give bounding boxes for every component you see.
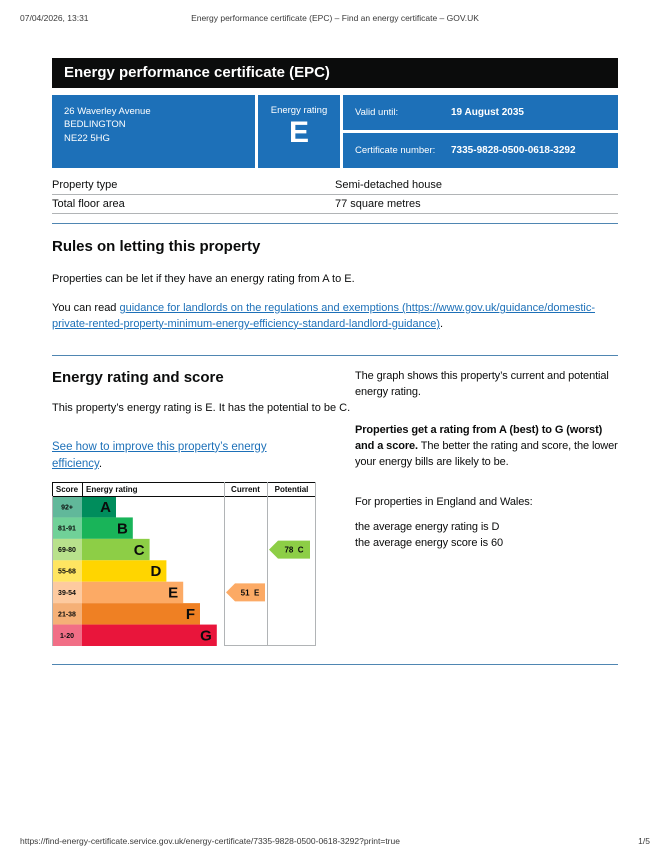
rating-explanation-rest: The better the rating and score, the low… xyxy=(355,439,618,468)
address-line-1: 26 Waverley Avenue xyxy=(64,106,151,117)
graph-description-paragraph: The graph shows this property’s current … xyxy=(355,369,609,398)
average-score-line: the average energy score is 60 xyxy=(355,537,504,550)
svg-text:E: E xyxy=(168,585,178,602)
rating-explanation-bold: Properties get a rating from A (best) to… xyxy=(355,423,603,452)
svg-text:A: A xyxy=(100,499,111,516)
svg-text:55-68: 55-68 xyxy=(58,569,76,576)
guidance-text-prefix: You can read xyxy=(52,301,120,314)
page-number: 1/5 xyxy=(638,836,650,846)
certificate-content: Energy performance certificate (EPC) 26 … xyxy=(52,58,618,666)
improve-efficiency-paragraph: See how to improve this property’s energ… xyxy=(52,439,314,474)
landlord-guidance-link[interactable]: guidance for landlords on the regulation… xyxy=(52,301,595,330)
svg-text:C: C xyxy=(134,542,145,559)
print-url: https://find-energy-certificate.service.… xyxy=(20,836,400,846)
certificate-number-label: Certificate number: xyxy=(355,145,436,156)
letting-section: Rules on letting this property Propertie… xyxy=(52,238,618,333)
letting-heading: Rules on letting this property xyxy=(52,238,261,255)
epc-chart-container: 92+ A 81-91 B 69-80 C 55-68 D 39-54 E 21-38 F 1-20 G S… xyxy=(52,482,355,651)
certificate-banner: Energy performance certificate (EPC) xyxy=(52,58,618,88)
print-datetime: 07/04/2026, 13:31 xyxy=(20,13,89,23)
energy-rating-cell: Energy rating E xyxy=(258,95,340,168)
section-divider xyxy=(52,354,618,356)
link-suffix: . xyxy=(98,458,103,470)
svg-text:G: G xyxy=(200,628,212,645)
svg-text:Potential: Potential xyxy=(275,485,309,494)
property-address: 26 Waverley Avenue BEDLINGTON NE22 5HG xyxy=(52,95,255,168)
certificate-number-value: 7335-9828-0500-0618-3292 xyxy=(451,145,576,156)
section-divider xyxy=(52,664,618,666)
svg-text:78 C: 78 C xyxy=(284,546,303,555)
certificate-summary-box: 26 Waverley Avenue BEDLINGTON NE22 5HG E… xyxy=(52,95,618,168)
guidance-text-suffix: . xyxy=(440,317,444,330)
floor-area-label: Total floor area xyxy=(52,198,125,210)
epc-rating-chart: 92+ A 81-91 B 69-80 C 55-68 D 39-54 E 21-38 F 1-20 G S… xyxy=(52,482,316,647)
valid-until-value: 19 August 2035 xyxy=(451,107,524,118)
average-rating-line: the average energy rating is D xyxy=(355,521,500,534)
svg-text:69-80: 69-80 xyxy=(58,547,76,554)
rating-explanation-paragraph: Properties get a rating from A (best) to… xyxy=(355,423,618,471)
address-line-3: NE22 5HG xyxy=(64,132,110,144)
svg-text:F: F xyxy=(186,606,195,623)
property-type-value: Semi-detached house xyxy=(335,179,443,191)
energy-rating-value: E xyxy=(288,116,309,149)
floor-area-value: 77 square metres xyxy=(335,198,421,210)
svg-text:Energy rating: Energy rating xyxy=(86,485,138,494)
valid-until-row: Valid until: 19 August 2035 xyxy=(343,95,618,130)
certificate-details-cell: Valid until: 19 August 2035 Certificate … xyxy=(343,95,618,168)
property-details-table: Property type Semi-detached house Total … xyxy=(52,176,618,214)
section-divider xyxy=(52,223,618,224)
svg-text:92+: 92+ xyxy=(61,505,73,512)
svg-text:21-38: 21-38 xyxy=(58,612,76,619)
rating-right-column: The graph shows this property’s current … xyxy=(355,357,618,651)
energy-rating-label: Energy rating xyxy=(270,105,328,116)
letting-paragraph: Properties can be let if they have an en… xyxy=(52,273,355,285)
improve-efficiency-link[interactable]: See how to improve this property’s energ… xyxy=(52,440,267,470)
svg-text:39-54: 39-54 xyxy=(58,590,76,597)
rating-left-column: Energy rating and score This property’s … xyxy=(52,357,355,651)
table-row-property-type: Property type Semi-detached house xyxy=(52,176,618,195)
address-line-2: BEDLINGTON xyxy=(64,119,126,131)
table-row-floor-area: Total floor area 77 square metres xyxy=(52,195,618,214)
certificate-title: Energy performance certificate (EPC) xyxy=(64,64,330,81)
print-page-title: Energy performance certificate (EPC) – F… xyxy=(191,13,479,23)
valid-until-label: Valid until: xyxy=(355,107,399,118)
rating-heading: Energy rating and score xyxy=(52,368,224,386)
svg-text:D: D xyxy=(151,563,162,580)
rating-summary-paragraph: This property’s energy rating is E. It h… xyxy=(52,401,351,414)
energy-rating-section: Energy rating and score This property’s … xyxy=(52,357,618,651)
svg-text:51 E: 51 E xyxy=(241,589,260,598)
letting-guidance-paragraph: You can read guidance for landlords on t… xyxy=(52,301,618,333)
svg-text:1-20: 1-20 xyxy=(60,633,74,640)
print-footer: https://find-energy-certificate.service.… xyxy=(20,836,650,846)
england-wales-paragraph: For properties in England and Wales: xyxy=(355,495,533,508)
property-type-label: Property type xyxy=(52,179,118,191)
svg-text:Score: Score xyxy=(56,485,79,494)
svg-text:Current: Current xyxy=(231,485,260,494)
print-header: 07/04/2026, 13:31 Energy performance cer… xyxy=(0,13,670,25)
certificate-number-row: Certificate number: 7335-9828-0500-0618-… xyxy=(343,133,618,168)
svg-text:81-91: 81-91 xyxy=(58,526,76,533)
svg-text:B: B xyxy=(117,521,128,538)
